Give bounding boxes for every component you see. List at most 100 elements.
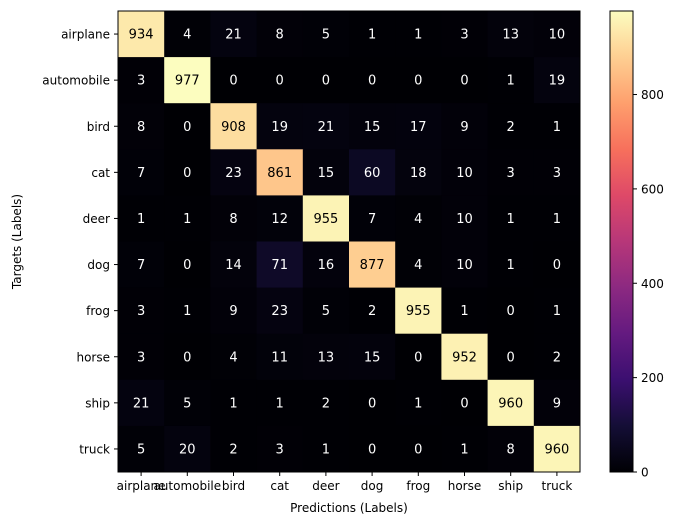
heatmap-cell bbox=[302, 379, 350, 427]
y-tick-label: airplane bbox=[61, 28, 110, 42]
heatmap-cell bbox=[441, 425, 489, 473]
cell-value-label: 1 bbox=[414, 396, 422, 411]
cell-value-label: 8 bbox=[137, 120, 145, 135]
cell-value-label: 18 bbox=[410, 166, 427, 181]
heatmap-cell bbox=[349, 287, 396, 335]
cell-value-label: 3 bbox=[276, 442, 284, 457]
heatmap-cell bbox=[533, 103, 581, 150]
cell-value-label: 1 bbox=[507, 258, 515, 273]
heatmap-cell bbox=[256, 425, 304, 473]
heatmap-cell bbox=[118, 333, 165, 381]
cell-value-label: 10 bbox=[549, 28, 566, 43]
colorbar bbox=[609, 10, 634, 473]
cell-value-label: 8 bbox=[507, 442, 515, 457]
cell-value-label: 2 bbox=[507, 120, 515, 135]
heatmap-cell bbox=[256, 241, 304, 289]
heatmap-cell bbox=[395, 57, 442, 104]
heatmap-cell bbox=[349, 425, 396, 473]
cell-value-label: 1 bbox=[276, 396, 284, 411]
heatmap-cell bbox=[533, 149, 581, 196]
heatmap-cell bbox=[164, 149, 211, 196]
cell-value-label: 13 bbox=[318, 350, 335, 365]
cell-value-label: 16 bbox=[318, 258, 335, 273]
heatmap-cell bbox=[256, 103, 304, 150]
heatmap-cell bbox=[164, 379, 211, 427]
y-tick-label: truck bbox=[79, 442, 110, 456]
cell-value-label: 0 bbox=[183, 120, 191, 135]
heatmap-cell bbox=[164, 425, 211, 473]
heatmap-cell bbox=[441, 241, 489, 289]
cell-value-label: 7 bbox=[137, 166, 145, 181]
heatmap-cell bbox=[118, 103, 165, 150]
heatmap-cell bbox=[118, 287, 165, 335]
x-tick-label: truck bbox=[542, 479, 573, 493]
cell-value-label: 9 bbox=[553, 396, 561, 411]
heatmap-cell bbox=[164, 195, 211, 242]
cell-value-label: 5 bbox=[137, 442, 145, 457]
cell-value-label: 5 bbox=[322, 304, 330, 319]
cell-value-label: 960 bbox=[544, 442, 569, 457]
colorbar-tick-label: 800 bbox=[641, 88, 664, 102]
cell-value-label: 1 bbox=[322, 442, 330, 457]
cell-value-label: 2 bbox=[368, 304, 376, 319]
heatmap-cell bbox=[487, 11, 535, 58]
heatmap-cell bbox=[533, 57, 581, 104]
heatmap-cell bbox=[441, 149, 489, 196]
cell-value-label: 7 bbox=[137, 258, 145, 273]
cell-value-label: 0 bbox=[229, 74, 237, 89]
cell-value-label: 10 bbox=[456, 212, 473, 227]
y-axis-ticks: airplane automobile bird cat deer dog frog hors… bbox=[42, 28, 118, 456]
cell-value-label: 908 bbox=[221, 120, 246, 135]
heatmap-cell bbox=[256, 333, 304, 381]
cell-value-label: 0 bbox=[460, 74, 468, 89]
cell-value-label: 0 bbox=[414, 74, 422, 89]
cell-value-label: 11 bbox=[271, 350, 288, 365]
cell-value-label: 13 bbox=[502, 28, 519, 43]
heatmap-cell bbox=[349, 195, 396, 242]
cell-value-label: 21 bbox=[133, 396, 150, 411]
cell-value-label: 15 bbox=[364, 350, 381, 365]
heatmap-cell bbox=[395, 195, 442, 242]
x-tick-label: horse bbox=[448, 479, 482, 493]
x-axis-label: Predictions (Labels) bbox=[290, 501, 408, 515]
cell-value-label: 1 bbox=[183, 212, 191, 227]
heatmap-cell bbox=[349, 149, 396, 196]
cell-value-label: 60 bbox=[364, 166, 381, 181]
heatmap-cell bbox=[487, 333, 535, 381]
cell-value-label: 10 bbox=[456, 258, 473, 273]
heatmap-cell bbox=[533, 11, 581, 58]
y-axis-label: Targets (Labels) bbox=[10, 194, 24, 290]
heatmap-cell bbox=[256, 287, 304, 335]
heatmap-cell bbox=[533, 241, 581, 289]
cell-value-label: 1 bbox=[553, 120, 561, 135]
heatmap-cell bbox=[118, 241, 165, 289]
cell-value-label: 0 bbox=[507, 304, 515, 319]
cell-value-label: 1 bbox=[414, 28, 422, 43]
cell-value-label: 0 bbox=[183, 258, 191, 273]
heatmap-cell bbox=[395, 379, 442, 427]
x-tick-label: dog bbox=[361, 479, 384, 493]
colorbar-tick-label: 200 bbox=[641, 371, 664, 385]
heatmap-cell bbox=[441, 103, 489, 150]
heatmap-cell bbox=[487, 241, 535, 289]
cell-value-label: 1 bbox=[183, 304, 191, 319]
heatmap-cell bbox=[210, 195, 258, 242]
x-tick-label: bird bbox=[222, 479, 245, 493]
cell-value-label: 21 bbox=[318, 120, 335, 135]
y-tick-label: deer bbox=[83, 212, 110, 226]
cell-value-label: 4 bbox=[229, 350, 237, 365]
cell-value-label: 0 bbox=[322, 74, 330, 89]
heatmap-cell bbox=[118, 425, 165, 473]
heatmap-cell bbox=[302, 103, 350, 150]
cell-value-label: 1 bbox=[553, 212, 561, 227]
cell-value-label: 877 bbox=[360, 258, 385, 273]
cell-value-label: 1 bbox=[368, 28, 376, 43]
cell-value-label: 5 bbox=[183, 396, 191, 411]
heatmap-cell bbox=[487, 57, 535, 104]
cell-value-label: 0 bbox=[414, 442, 422, 457]
colorbar-tick-label: 0 bbox=[641, 466, 649, 480]
cell-value-label: 960 bbox=[498, 396, 523, 411]
heatmap-cell bbox=[210, 11, 258, 58]
heatmap-cell bbox=[210, 241, 258, 289]
